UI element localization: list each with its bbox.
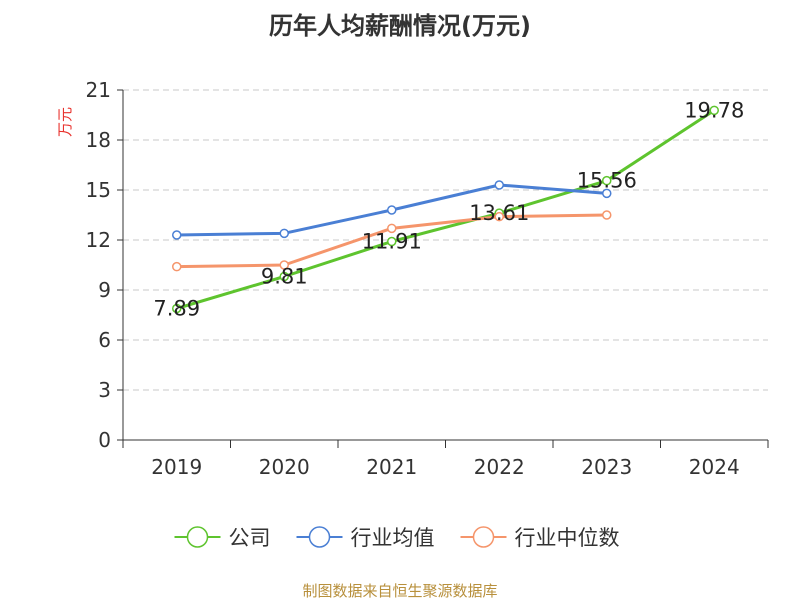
- data-label-2020: 9.81: [261, 265, 308, 289]
- y-tick-label-0: 0: [98, 428, 111, 452]
- legend-label-0: 公司: [229, 526, 271, 550]
- data-labels: 7.89 9.81 11.91 13.61 15.56 19.78: [153, 98, 744, 320]
- axes: 0 3 6 9 12 15 18 21 2019 2020 2021 2022 2023 2024: [86, 78, 769, 479]
- y-tick-label-6: 6: [98, 328, 111, 352]
- series-0-point-2024: [709, 105, 719, 116]
- legend-marker-2: [472, 526, 495, 548]
- y-tick-label-21: 21: [86, 78, 111, 102]
- series: [172, 105, 719, 314]
- series-2-point-2019: [172, 261, 182, 272]
- y-tick-label-12: 12: [86, 228, 111, 252]
- series-line-0: [176, 109, 716, 310]
- x-tick-label-2024: 2024: [689, 455, 740, 479]
- series-1-point-2022: [494, 180, 504, 190]
- series-0-point-2020: [279, 271, 289, 282]
- legend: 公司 行业均值 行业中位数: [174, 526, 620, 550]
- x-tick-label-2023: 2023: [581, 455, 632, 479]
- data-label-2023: 15.56: [577, 169, 637, 193]
- legend-marker-1: [308, 526, 331, 548]
- y-tick-label-3: 3: [98, 378, 111, 402]
- legend-item-0: 公司: [174, 526, 271, 550]
- y-tick-label-9: 9: [98, 278, 111, 302]
- series-2-point-2023: [602, 210, 612, 220]
- y-tick-label-18: 18: [86, 128, 111, 152]
- legend-item-2: 行业中位数: [460, 526, 620, 550]
- legend-item-1: 行业均值: [296, 526, 435, 550]
- series-1-point-2021: [387, 205, 397, 215]
- data-label-2021: 11.91: [362, 230, 422, 254]
- data-label-2024: 19.78: [684, 98, 744, 122]
- y-tick-label-15: 15: [86, 178, 111, 202]
- series-2-point-2022: [494, 211, 504, 222]
- y-axis-label: 万元: [56, 107, 74, 137]
- x-tick-label-2021: 2021: [366, 455, 417, 479]
- legend-label-1: 行业均值: [351, 526, 435, 550]
- series-2-point-2020: [279, 260, 289, 270]
- series-0-point-2019: [172, 303, 182, 314]
- legend-label-2: 行业中位数: [515, 526, 620, 550]
- x-tick-label-2020: 2020: [259, 455, 310, 479]
- data-label-2022: 13.61: [469, 201, 529, 225]
- chart-title: 历年人均薪酬情况(万元): [269, 12, 531, 40]
- series-2-point-2021: [387, 223, 397, 234]
- source-note: 制图数据来自恒生聚源数据库: [302, 582, 497, 600]
- series-0-point-2023: [602, 175, 612, 186]
- x-tick-label-2022: 2022: [474, 455, 525, 479]
- x-tick-label-2019: 2019: [151, 455, 202, 479]
- series-1-point-2020: [279, 228, 289, 239]
- series-1-point-2023: [602, 188, 612, 199]
- gridlines: [123, 89, 768, 391]
- series-1-point-2019: [172, 230, 182, 240]
- data-label-2019: 7.89: [153, 297, 200, 321]
- series-0-point-2021: [387, 236, 397, 247]
- legend-marker-0: [186, 526, 209, 548]
